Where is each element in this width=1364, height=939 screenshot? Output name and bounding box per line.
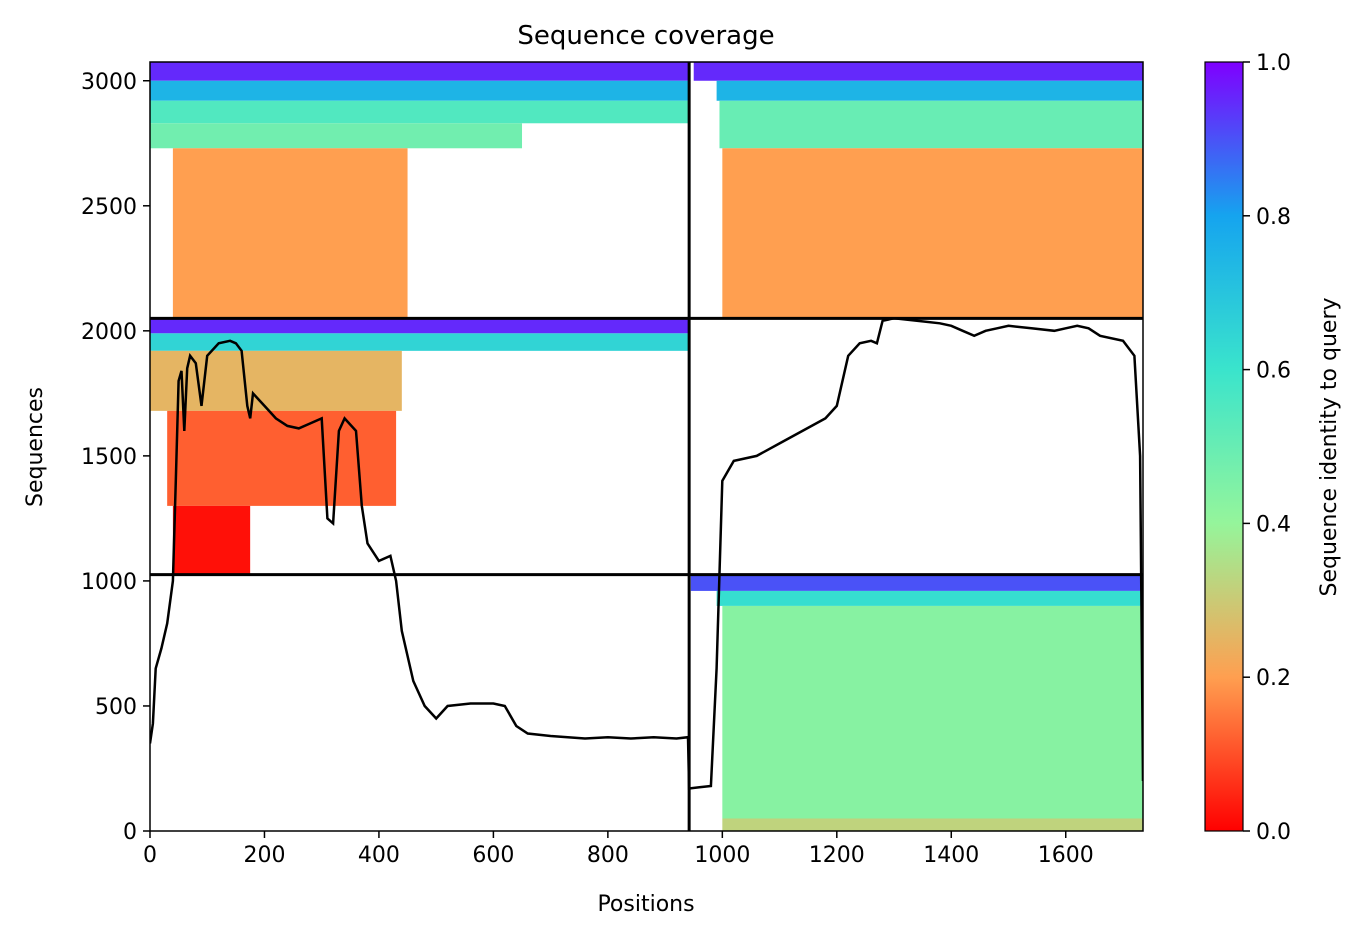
coverage-band [690,574,1143,591]
x-tick-label: 600 [472,843,514,868]
coverage-line [150,317,1143,790]
chart-title: Sequence coverage [517,21,774,51]
coverage-heatmap [150,62,1143,831]
x-tick-label: 200 [243,843,285,868]
colorbar-ticks: 0.0 0.2 0.4 0.6 0.8 1.0 [1243,51,1291,845]
colorbar-tick-label: 1.0 [1256,51,1291,76]
coverage-band [693,62,1143,81]
plot-frame [149,61,1144,832]
y-axis-label: Sequences [23,387,48,507]
colorbar [1204,61,1244,832]
y-tick-label: 1000 [81,570,137,595]
coverage-band [150,62,690,81]
y-tick-label: 3000 [81,70,137,95]
y-tick-label: 2500 [81,195,137,220]
coverage-band [722,605,1143,819]
colorbar-tick-label: 0.6 [1256,359,1291,384]
coverage-band [150,100,690,124]
colorbar-tick-label: 0.2 [1256,666,1291,691]
colorbar-tick-label: 0.4 [1256,512,1291,537]
y-tick-label: 0 [123,820,137,845]
x-axis-ticks: 0 200 400 600 800 1000 1200 1400 1600 [143,831,1094,868]
coverage-band [172,505,251,575]
colorbar-label: Sequence identity to query [1317,297,1342,596]
coverage-band [150,333,690,351]
colorbar-tick-label: 0.0 [1256,820,1291,845]
y-tick-label: 500 [95,695,137,720]
x-tick-label: 1400 [923,843,979,868]
coverage-band [719,100,1143,149]
coverage-band [150,123,523,149]
coverage-band [716,80,1143,101]
coverage-band [716,590,1143,606]
y-axis-ticks: 0 500 1000 1500 2000 2500 3000 [81,70,150,845]
x-tick-label: 1600 [1038,843,1094,868]
block-dividers [150,62,1143,831]
x-axis-label: Positions [597,892,694,917]
x-tick-label: 800 [587,843,629,868]
coverage-band [150,318,690,334]
coverage-band [150,80,690,101]
coverage-band [172,148,408,319]
coverage-band [722,818,1143,831]
x-tick-label: 0 [143,843,157,868]
x-tick-label: 400 [358,843,400,868]
y-tick-label: 2000 [81,320,137,345]
colorbar-tick-label: 0.8 [1256,205,1291,230]
x-tick-label: 1000 [694,843,750,868]
coverage-band [150,350,402,411]
y-tick-label: 1500 [81,445,137,470]
x-tick-label: 1200 [809,843,865,868]
coverage-band [722,148,1143,319]
